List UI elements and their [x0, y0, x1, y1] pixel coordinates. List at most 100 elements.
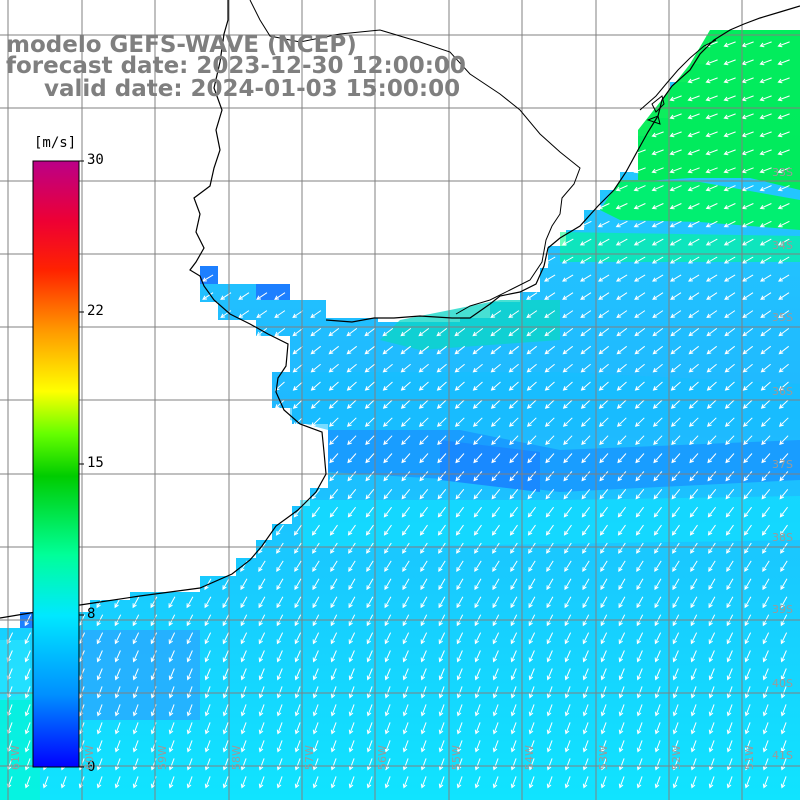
wind-arrow — [563, 453, 573, 464]
wind-arrow — [724, 292, 736, 300]
wind-arrow — [582, 740, 589, 753]
wind-arrow — [473, 524, 482, 536]
wind-arrow — [615, 185, 628, 192]
wind-arrow — [328, 345, 340, 355]
wind-arrow — [744, 722, 751, 735]
wind-arrow — [762, 668, 769, 681]
wind-arrow — [743, 488, 753, 500]
wind-arrow — [382, 417, 393, 427]
wind-arrow — [726, 560, 734, 573]
wind-arrow — [726, 668, 733, 681]
wind-arrow — [633, 274, 646, 282]
wind-arrow — [365, 524, 374, 536]
wind-arrow — [600, 596, 608, 609]
wind-arrow — [437, 453, 447, 464]
wind-arrow — [582, 578, 590, 591]
wind-arrow — [186, 740, 193, 753]
wind-arrow — [618, 650, 625, 663]
wind-arrow — [618, 722, 625, 735]
wind-arrow — [240, 776, 247, 789]
wind-arrow — [544, 328, 556, 337]
wind-arrow — [726, 632, 734, 645]
wind-arrow — [222, 740, 229, 753]
wind-arrow — [670, 417, 681, 427]
wind-arrow — [707, 471, 717, 482]
wind-arrow — [168, 722, 175, 735]
wind-arrow — [204, 686, 211, 699]
wind-arrow — [402, 578, 410, 591]
wind-arrow — [652, 328, 664, 337]
wind-arrow — [204, 722, 211, 735]
wind-arrow — [651, 185, 664, 192]
wind-arrow — [563, 488, 573, 500]
wind-arrow — [581, 471, 591, 482]
wind-arrow — [688, 363, 699, 373]
wind-arrow — [598, 417, 609, 427]
wind-arrow — [312, 560, 320, 573]
wind-arrow — [24, 704, 31, 717]
wind-arrow — [723, 185, 736, 192]
wind-arrow — [615, 238, 628, 246]
wind-arrow — [618, 668, 625, 681]
wind-arrow — [330, 704, 337, 717]
wind-arrow — [526, 417, 537, 427]
wind-arrow — [347, 453, 357, 464]
wind-arrow — [96, 740, 103, 753]
wind-arrow — [490, 399, 501, 409]
wind-arrow — [742, 381, 753, 391]
wind-arrow — [652, 363, 663, 373]
wind-arrow — [509, 488, 519, 500]
wind-arrow — [384, 542, 392, 554]
wind-arrow — [402, 560, 410, 573]
wind-arrow — [759, 77, 772, 84]
wind-arrow — [562, 363, 573, 373]
wind-arrow — [580, 345, 592, 355]
wind-arrow — [96, 758, 103, 771]
wind-arrow — [563, 435, 573, 446]
wind-arrow — [723, 131, 736, 138]
wind-arrow — [652, 417, 663, 427]
wind-arrow — [455, 488, 465, 500]
wind-arrow — [366, 542, 374, 554]
wind-arrow — [744, 632, 752, 645]
wind-arrow — [312, 758, 319, 771]
wind-arrow — [689, 506, 698, 518]
wind-arrow — [617, 506, 626, 518]
wind-arrow — [546, 740, 553, 753]
wind-arrow — [365, 488, 375, 500]
wind-arrow — [724, 328, 736, 337]
wind-arrow — [364, 345, 376, 355]
wind-arrow — [132, 650, 139, 663]
wind-arrow — [490, 310, 502, 318]
wind-arrow — [636, 776, 643, 789]
wind-arrow — [743, 471, 753, 482]
wind-arrow — [598, 399, 609, 409]
wind-arrow — [564, 722, 571, 735]
wind-arrow — [454, 328, 466, 337]
wind-arrow — [669, 131, 682, 138]
wind-arrow — [293, 506, 302, 518]
wind-arrow — [276, 722, 283, 735]
wind-arrow — [420, 668, 427, 681]
wind-arrow — [778, 328, 790, 337]
wind-arrow — [294, 686, 301, 699]
wind-arrow — [582, 668, 589, 681]
wind-arrow — [400, 363, 411, 373]
wind-arrow — [777, 203, 790, 210]
wind-arrow — [761, 471, 771, 482]
wind-arrow — [690, 596, 698, 609]
wind-arrow — [364, 399, 375, 409]
wind-arrow — [635, 524, 644, 536]
wind-arrow — [742, 310, 754, 318]
wind-arrow — [582, 704, 589, 717]
wind-arrow — [312, 596, 320, 609]
wind-arrow — [779, 488, 789, 500]
wind-arrow — [708, 704, 715, 717]
wind-arrow — [546, 776, 553, 789]
wind-arrow — [564, 632, 572, 645]
wind-arrow — [366, 596, 374, 609]
wind-arrow — [330, 668, 337, 681]
wind-arrow — [654, 704, 661, 717]
wind-arrow — [294, 542, 302, 554]
wind-arrow — [581, 488, 591, 500]
